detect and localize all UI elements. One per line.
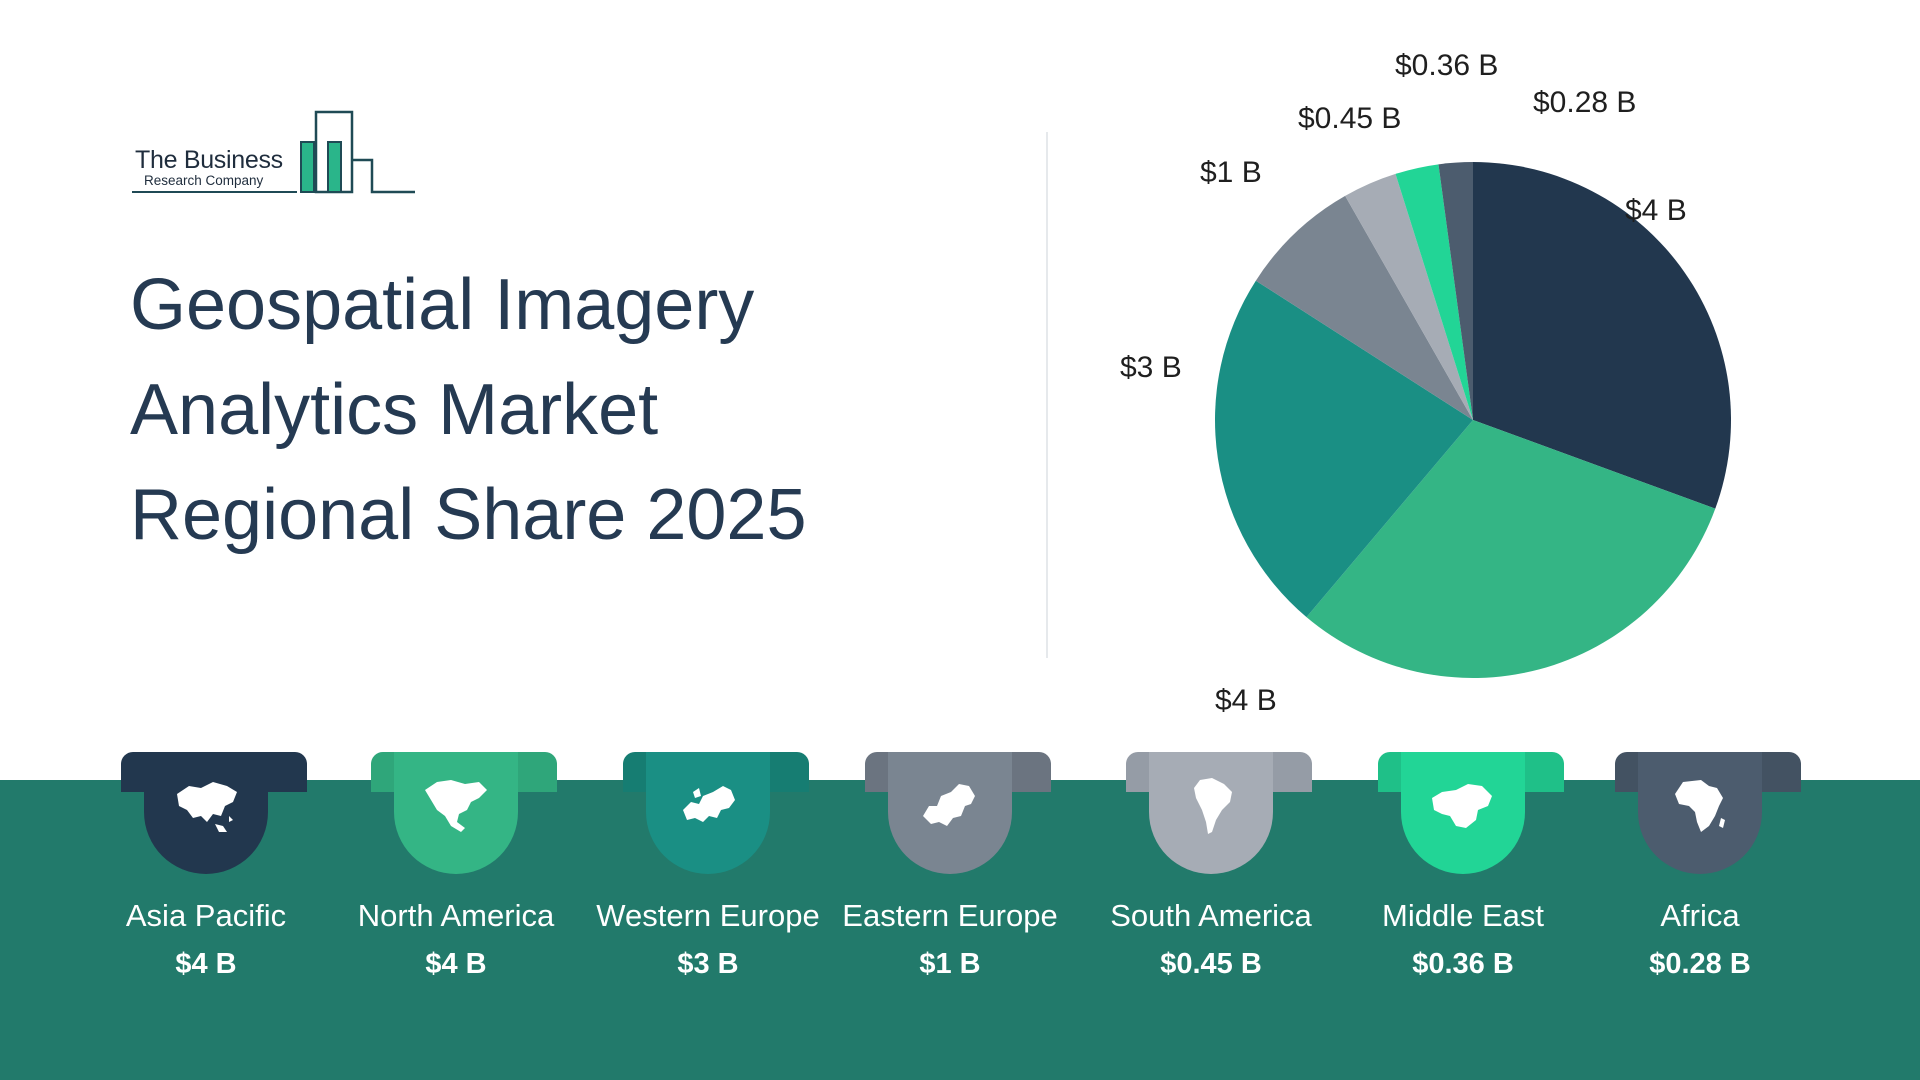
africa-map-icon xyxy=(1675,780,1725,832)
title-line-2: Analytics Market xyxy=(130,370,659,450)
region-badge xyxy=(888,752,1012,874)
region-value: $0.45 B xyxy=(1160,948,1262,980)
region-badge xyxy=(1638,752,1762,874)
page-title: Geospatial Imagery Analytics Market Regi… xyxy=(130,253,1010,568)
region-badge xyxy=(646,752,770,874)
region-value: $0.28 B xyxy=(1649,948,1751,980)
pie-slice-south-america xyxy=(1345,173,1473,420)
pie-slice-asia-pacific xyxy=(1473,162,1731,509)
north-america-map-icon xyxy=(425,780,487,832)
pie-slice-western-europe xyxy=(1215,280,1473,618)
vertical-divider xyxy=(1046,132,1048,658)
south-america-map-icon xyxy=(1194,778,1232,834)
region-badge xyxy=(1149,752,1273,874)
region-card-africa: Africa $0.28 B xyxy=(1600,752,1840,1012)
western-europe-map-icon xyxy=(683,786,735,822)
region-card-asia-pacific: Asia Pacific $4 B xyxy=(106,752,346,1012)
region-value: $0.36 B xyxy=(1412,948,1514,980)
region-badge xyxy=(394,752,518,874)
region-name: Africa xyxy=(1660,898,1740,933)
region-name: Eastern Europe xyxy=(842,898,1058,933)
region-value: $3 B xyxy=(677,948,739,980)
pie-data-label: $0.28 B xyxy=(1533,86,1636,119)
region-card-middle-east: Middle East $0.36 B xyxy=(1363,752,1603,1012)
region-name: North America xyxy=(357,898,555,933)
region-card-south-america: South America $0.45 B xyxy=(1110,752,1351,1012)
pie-data-label: $3 B xyxy=(1120,351,1182,384)
title-line-1: Geospatial Imagery xyxy=(130,265,755,345)
pie-slice-north-america xyxy=(1306,420,1716,678)
region-card-western-europe: Western Europe $3 B xyxy=(596,752,848,1012)
region-card-eastern-europe: Eastern Europe $1 B xyxy=(842,752,1090,1012)
region-badge xyxy=(144,752,268,874)
pie-data-label: $4 B xyxy=(1215,684,1277,717)
company-logo: The Business Research Company xyxy=(132,108,422,198)
region-badge xyxy=(1401,752,1525,874)
pie-slice-africa xyxy=(1438,162,1473,420)
pie-data-label: $0.45 B xyxy=(1298,102,1401,135)
middle-east-map-icon xyxy=(1432,784,1492,828)
pie-data-label: $4 B xyxy=(1625,194,1687,227)
region-value: $4 B xyxy=(425,948,487,980)
region-value: $4 B xyxy=(175,948,237,980)
eastern-europe-map-icon xyxy=(923,784,975,826)
region-name: Middle East xyxy=(1382,898,1544,933)
logo-name-line2: Research Company xyxy=(144,173,264,188)
region-name: South America xyxy=(1110,898,1312,933)
asia-map-icon xyxy=(177,782,237,832)
pie-data-label: $1 B xyxy=(1200,156,1262,189)
region-name: Asia Pacific xyxy=(125,898,287,933)
pie-slice-middle-east xyxy=(1395,164,1473,420)
title-line-3: Regional Share 2025 xyxy=(130,475,807,555)
region-value: $1 B xyxy=(919,948,981,980)
pie-data-label: $0.36 B xyxy=(1395,49,1498,82)
region-card-north-america: North America $4 B xyxy=(356,752,596,1012)
regional-share-pie-chart: $4 B $4 B $3 B $1 B $0.45 B $0.36 B $0.28 B xyxy=(1120,49,1731,717)
logo-name-line1: The Business xyxy=(135,146,283,174)
logo-buildings-icon xyxy=(132,110,415,194)
region-name: Western Europe xyxy=(596,898,820,933)
pie-slice-eastern-europe xyxy=(1255,195,1473,420)
